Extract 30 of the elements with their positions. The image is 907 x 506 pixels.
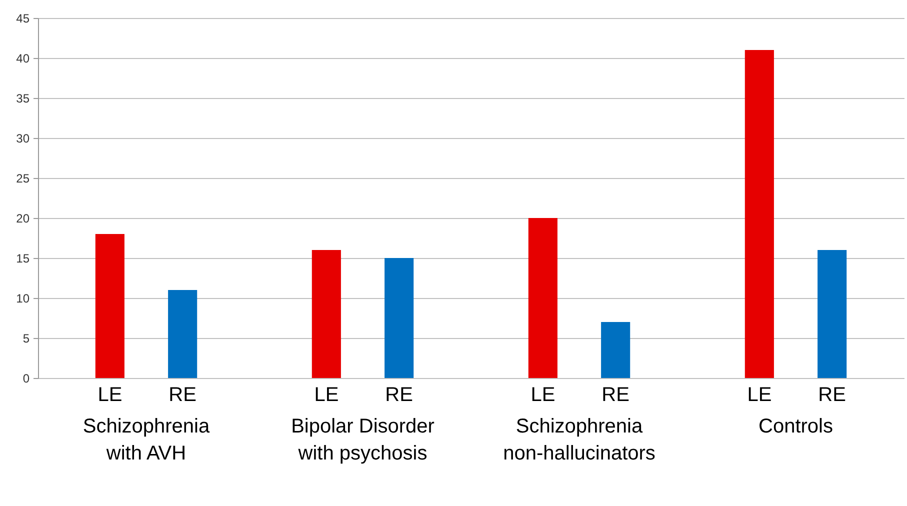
- text: RE: [602, 384, 630, 406]
- text: RE: [385, 384, 413, 406]
- y-tick-label: 15: [16, 252, 30, 266]
- bar: [312, 250, 341, 378]
- x-tick-label: Controls: [758, 416, 833, 438]
- series-label: RE: [168, 384, 196, 406]
- text: LE: [747, 384, 772, 406]
- x-tick-label: Schizophrenia with AVH: [82, 416, 210, 464]
- bar: [168, 290, 198, 378]
- text: LE: [530, 384, 556, 406]
- y-tick-label: 5: [22, 332, 30, 346]
- series-label: LE: [98, 384, 122, 406]
- bar: [601, 322, 630, 378]
- y-tick-label: 35: [16, 92, 30, 106]
- bar: [744, 50, 774, 378]
- y-tick-label: 25: [16, 172, 30, 186]
- y-tick-label: 45: [16, 12, 30, 26]
- bar: [95, 234, 124, 378]
- bar: [528, 218, 558, 378]
- y-tick-label: 10: [16, 292, 30, 306]
- y-tick-label: 0: [22, 372, 30, 386]
- y-tick-label: 20: [16, 212, 30, 226]
- x-tick-label: Bipolar Disorder with psychosis: [291, 416, 435, 464]
- text: RE: [818, 384, 846, 406]
- y-tick-label: 40: [16, 52, 30, 66]
- bar: [818, 250, 847, 378]
- text: LE: [314, 384, 339, 406]
- bar: [384, 258, 414, 378]
- x-tick-label: Schizophrenia non-hallucinators: [503, 416, 656, 464]
- y-tick-label: 30: [16, 132, 30, 146]
